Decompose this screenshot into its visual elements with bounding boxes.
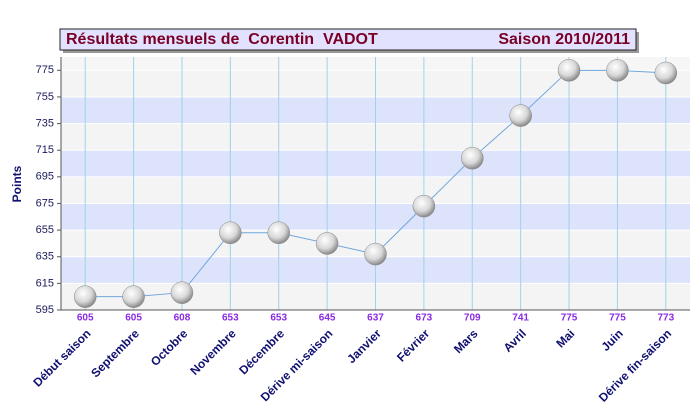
y-tick-label: 755 — [36, 91, 54, 103]
value-label: 653 — [270, 313, 287, 324]
marker — [364, 242, 387, 266]
marker — [267, 221, 290, 245]
marker — [73, 285, 97, 308]
y-tick-label: 675 — [36, 197, 54, 209]
y-tick-label: 695 — [36, 171, 54, 183]
marker — [315, 232, 339, 255]
x-tick-label: Février — [394, 326, 432, 364]
value-label: 741 — [512, 313, 529, 324]
value-label: 709 — [464, 313, 481, 324]
marker — [509, 104, 532, 127]
value-label: 608 — [174, 313, 191, 324]
marker — [654, 61, 678, 85]
x-tick-label: Mars — [451, 326, 481, 356]
x-tick-label: Octobre — [148, 326, 191, 369]
value-label: 605 — [125, 313, 142, 324]
chart-title: Résultats mensuels de Corentin VADOT — [66, 31, 378, 48]
marker — [606, 59, 629, 82]
marker — [557, 59, 581, 82]
x-tick-label: Avril — [501, 326, 529, 354]
x-tick-label: Novembre — [187, 326, 239, 378]
value-label: 775 — [561, 313, 578, 324]
x-tick-label: Janvier — [344, 326, 384, 366]
y-tick-label: 715 — [36, 144, 54, 156]
x-tick-label: Septembre — [88, 326, 142, 380]
value-label: 645 — [319, 313, 336, 324]
x-tick-label: Début saison — [30, 326, 93, 389]
title-box — [59, 28, 637, 51]
y-tick-label: 635 — [36, 251, 54, 263]
y-axis-label: Points — [10, 165, 24, 202]
value-label: 653 — [222, 313, 239, 324]
y-tick-label: 735 — [36, 117, 54, 129]
x-tick-label: Mai — [553, 326, 577, 350]
y-tick-label: 775 — [36, 64, 54, 76]
y-tick-label: 595 — [36, 304, 54, 316]
marker — [170, 281, 194, 304]
x-tick-label: Décembre — [236, 326, 287, 377]
value-label: 775 — [609, 313, 626, 324]
marker — [412, 194, 436, 218]
marker — [219, 221, 242, 245]
chart-subtitle: Saison 2010/2011 — [498, 31, 630, 48]
value-label: 773 — [657, 313, 674, 324]
value-label: 605 — [77, 313, 94, 324]
value-label: 637 — [367, 313, 384, 324]
marker — [461, 146, 484, 170]
y-tick-label: 615 — [36, 277, 54, 289]
marker — [122, 285, 145, 308]
value-label: 673 — [416, 313, 433, 324]
y-tick-label: 655 — [36, 224, 54, 236]
x-tick-label: Juin — [598, 326, 625, 353]
